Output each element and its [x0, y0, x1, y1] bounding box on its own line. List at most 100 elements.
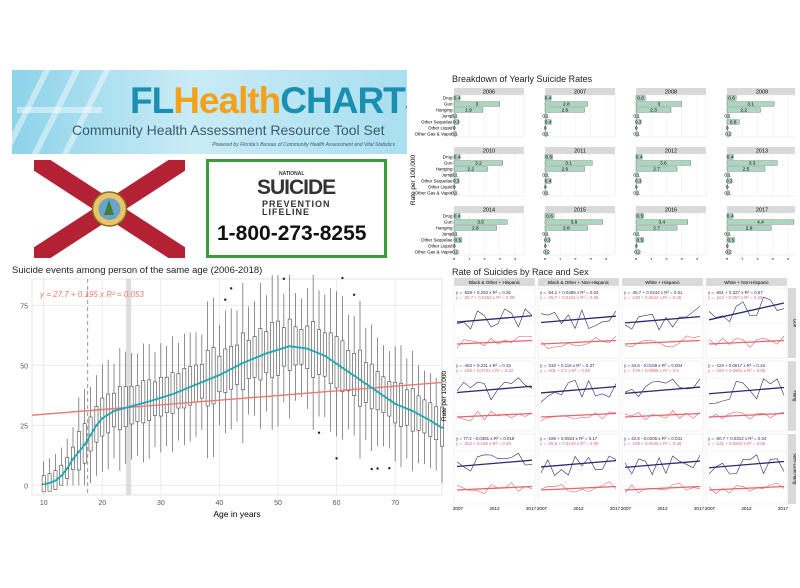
- bar-2009-1: [726, 101, 775, 107]
- bars-panel-bg: [453, 153, 525, 197]
- bar-label: 0.5: [727, 237, 734, 243]
- bars-category-label: Jump: [441, 172, 453, 177]
- bar-label: 0.1: [724, 231, 731, 237]
- bars-xtick: 2: [483, 257, 486, 260]
- bar-label: 0.3: [726, 178, 733, 184]
- race-fit-red: [708, 412, 785, 418]
- race-row-strip: [788, 288, 796, 358]
- logo-charts: CHARTS: [280, 80, 407, 121]
- race-fit-red: [540, 339, 617, 345]
- race-xtick: 2007: [621, 506, 632, 511]
- bars-xtick: 3: [498, 257, 501, 260]
- bar-label: 0.2: [634, 249, 641, 255]
- bars-category-label: Drug: [443, 154, 453, 159]
- race-equation-red: y = -30.7 + 0.0154 x R² = 0.09: [456, 295, 515, 300]
- race-equation-dark: y = -119 + 0.0617 x R² = 0.16: [708, 363, 765, 368]
- box-xtick: 10: [40, 500, 48, 507]
- bars-xtick: 4: [787, 257, 790, 260]
- bar-2008-4: [635, 119, 641, 125]
- bar-2006-1: [453, 101, 500, 107]
- bar-label: 0.1: [542, 113, 549, 119]
- bar-label: 2.6: [561, 166, 568, 172]
- race-fit-red: [708, 485, 785, 491]
- race-series-dark: [624, 454, 701, 476]
- bar-2012-6: [635, 190, 638, 196]
- bar-2006-4: [453, 119, 459, 125]
- bars-category-label: Other Gas & Vapor: [415, 131, 453, 136]
- box-outlier: [376, 467, 379, 470]
- race-fit-red: [624, 339, 701, 345]
- bars-panel-bg: [544, 212, 616, 256]
- bars-category-label: Drug: [443, 213, 453, 218]
- lifeline-national: NATIONAL: [279, 171, 305, 177]
- bars-panel-strip: [636, 206, 706, 213]
- bar-label: 0.1: [451, 190, 458, 196]
- bar-2011-2: [544, 166, 585, 172]
- race-series-dark: [540, 379, 617, 403]
- bar-2016-4: [635, 237, 644, 243]
- bar-2016-2: [635, 225, 678, 231]
- race-equation-red: y = -304 + 0.155 x R² = 0.28: [456, 441, 511, 446]
- race-fit-dark: [708, 302, 785, 321]
- bar-label: 0: [726, 243, 729, 249]
- bars-panel-strip: [545, 88, 615, 95]
- bars-category-label: Other Liquid: [428, 125, 453, 130]
- box-ytick: 75: [20, 303, 28, 310]
- bar-label: 0: [453, 125, 456, 131]
- bar-2017-6: [726, 249, 731, 255]
- race-equation-red: y = -129 + 0.0644 x R² = 0.45: [624, 295, 682, 300]
- bar-2011-0: [544, 154, 553, 160]
- bar-label: 0: [544, 243, 547, 249]
- race-equation-dark: y = -651 + 0.327 x R² = 0.67: [708, 290, 763, 295]
- bar-label: 0.4: [545, 95, 552, 101]
- race-sex-chart: Rate per 100,000 Black & Other + Hispanic…: [441, 278, 796, 511]
- bar-label: 2.5: [743, 166, 750, 172]
- bars-panel-bg: [544, 153, 616, 197]
- bars-panel-strip: [636, 147, 706, 154]
- race-fit-red: [456, 339, 533, 345]
- bar-2013-3: [726, 172, 729, 178]
- box-xtick: 50: [274, 500, 282, 507]
- box-outlier: [352, 293, 356, 296]
- lifeline-phone: 1-800-273-8255: [217, 222, 367, 245]
- race-series-dark: [540, 455, 617, 476]
- race-fit-dark: [624, 386, 701, 395]
- lifeline-lifeline: LIFELINE: [262, 207, 310, 217]
- bar-2014-3: [453, 231, 456, 237]
- bar-2012-5: [635, 184, 637, 190]
- bar-2017-5: [726, 243, 728, 249]
- bar-label: 2.2: [740, 107, 747, 113]
- race-column-label: White + Non-Hispanic: [724, 280, 769, 285]
- race-series-dark: [708, 454, 785, 475]
- box-xtick: 40: [216, 500, 224, 507]
- bar-label: 2.7: [653, 225, 660, 231]
- race-fit-dark: [540, 315, 617, 324]
- bars-category-label: Jump: [441, 113, 453, 118]
- race-equation-dark: y = -463 + 0.231 x R² = 0.15: [456, 363, 511, 368]
- flhealthcharts-banner: FLHealthCHARTS Community Health Assessme…: [12, 70, 407, 154]
- bar-label: 0.1: [451, 113, 458, 119]
- bar-2010-1: [453, 160, 503, 166]
- race-column-label: White + Hispanic: [645, 280, 680, 285]
- bar-2008-0: [635, 95, 646, 101]
- bar-label: 0.4: [727, 213, 734, 219]
- bars-xtick: 1: [650, 257, 653, 260]
- bar-label: 2.7: [653, 166, 660, 172]
- bars-panel-bg: [726, 153, 795, 197]
- bar-2017-0: [726, 213, 734, 219]
- race-column-strip: [538, 278, 619, 286]
- race-fit-red: [456, 485, 533, 491]
- bar-label: 0.2: [452, 249, 459, 255]
- race-column-strip: [622, 278, 703, 286]
- bars-panel-year: 2009: [756, 90, 768, 96]
- bar-2010-2: [453, 166, 488, 172]
- bar-2014-2: [453, 225, 497, 231]
- banner-pattern: [12, 70, 111, 154]
- race-equation-dark: y = -528 + 0.263 x R² = 0.26: [456, 290, 511, 295]
- bar-2014-0: [453, 213, 461, 219]
- race-equation-red: y = -178 + 0.0889 x R² = 0.5: [624, 368, 679, 373]
- bar-label: 2.9: [746, 225, 753, 231]
- bars-panel-year: 2016: [665, 208, 677, 214]
- race-fit-dark: [708, 386, 785, 395]
- race-fit-red: [540, 412, 617, 418]
